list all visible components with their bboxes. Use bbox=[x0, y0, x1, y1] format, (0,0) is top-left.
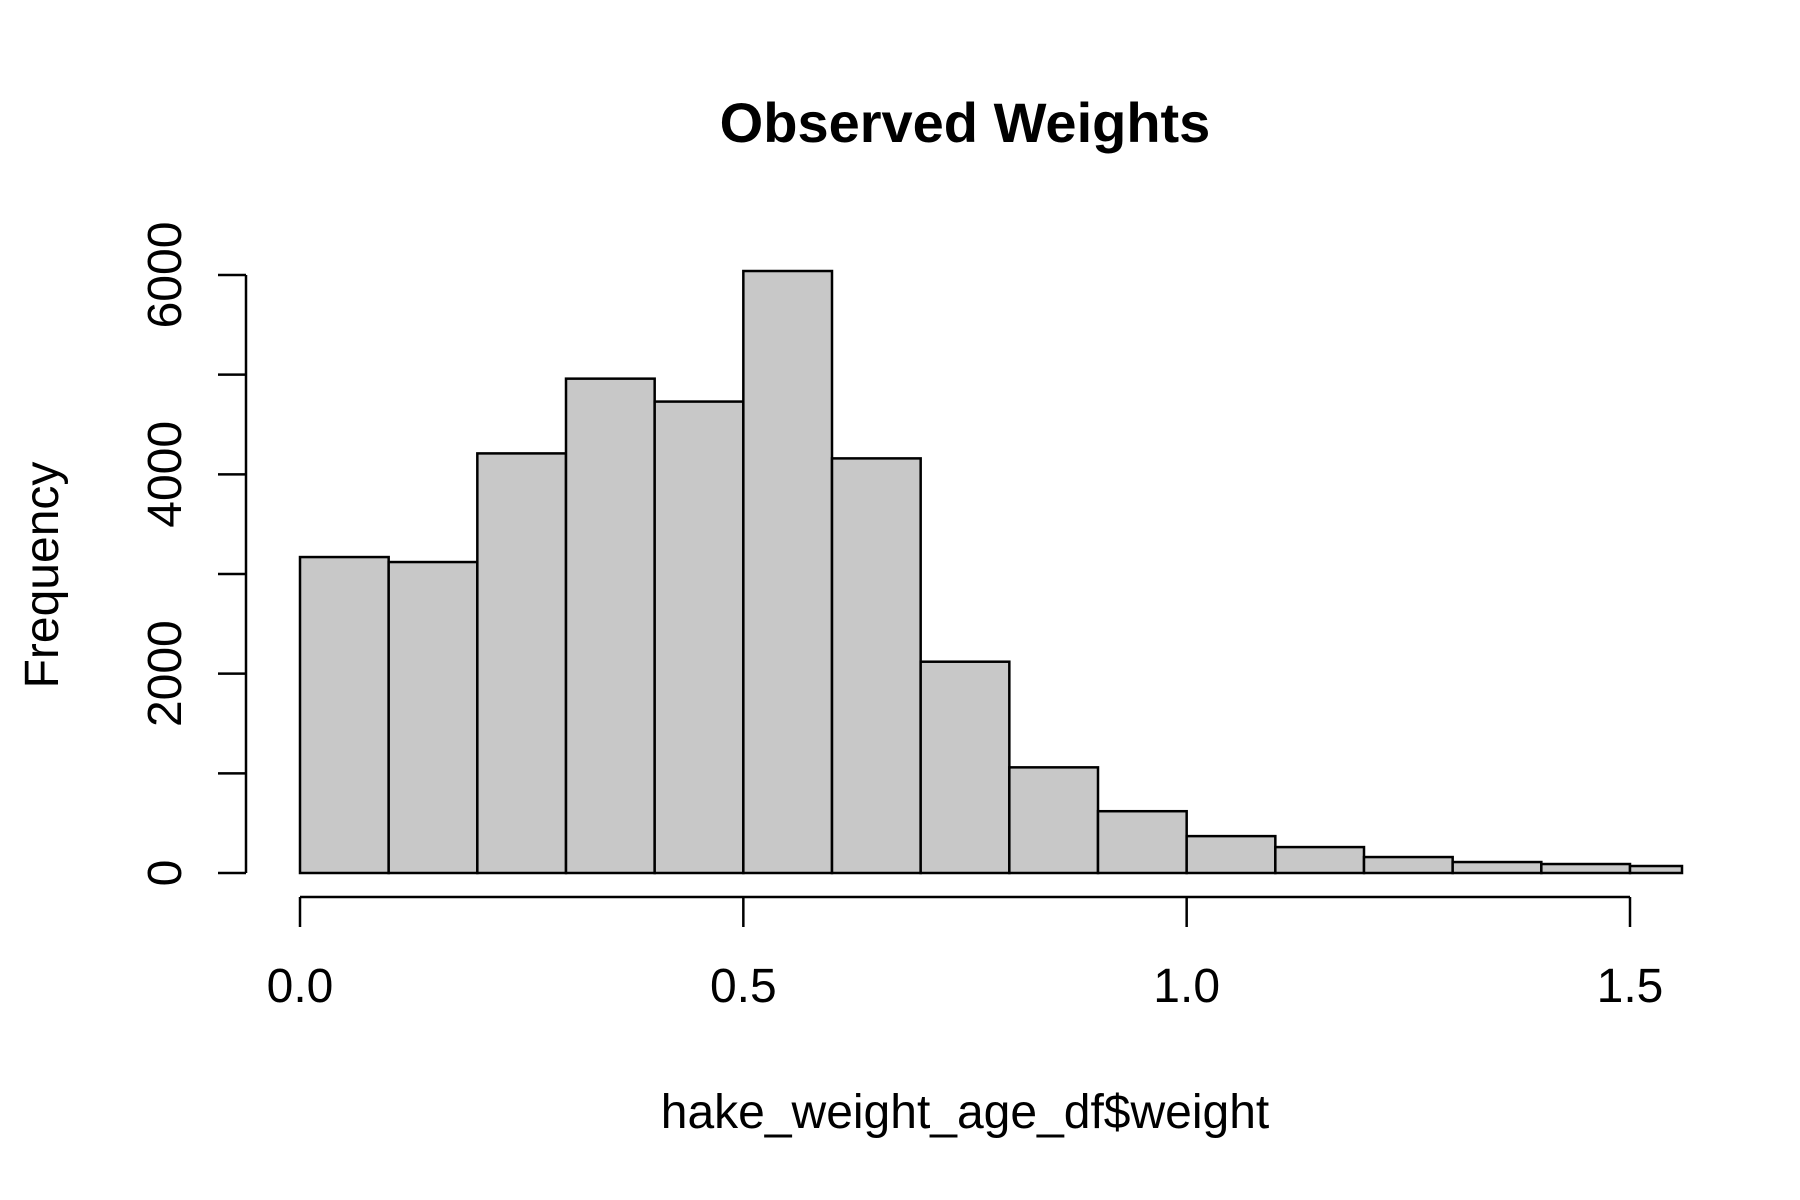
y-tick-label: 4000 bbox=[139, 421, 192, 528]
x-tick-label: 0.5 bbox=[710, 960, 777, 1013]
x-tick-label: 1.0 bbox=[1153, 960, 1220, 1013]
y-axis-label: Frequency bbox=[16, 462, 69, 689]
histogram-bar bbox=[1096, 809, 1188, 875]
histogram-bar bbox=[1274, 845, 1366, 875]
x-tick-label: 1.5 bbox=[1597, 960, 1664, 1013]
histogram-bar bbox=[387, 560, 479, 875]
histogram-bar bbox=[653, 400, 745, 875]
chart-title: Observed Weights bbox=[720, 91, 1211, 154]
histogram-bar bbox=[1008, 766, 1100, 875]
y-axis: 0 2000 4000 6000 bbox=[139, 222, 248, 887]
histogram-bar bbox=[298, 555, 390, 875]
y-tick-label: 6000 bbox=[139, 222, 192, 329]
histogram-bar bbox=[564, 377, 656, 875]
histogram-bar bbox=[1185, 834, 1277, 875]
x-tick-label: 0.0 bbox=[267, 960, 334, 1013]
histogram-bar bbox=[1540, 862, 1632, 875]
x-axis-label: hake_weight_age_df$weight bbox=[661, 1086, 1269, 1139]
histogram-bar bbox=[1362, 855, 1454, 875]
bars-group bbox=[298, 269, 1684, 875]
histogram-bar bbox=[1451, 860, 1543, 875]
histogram-bar bbox=[1628, 864, 1684, 875]
histogram-bar bbox=[742, 269, 834, 875]
histogram-bar bbox=[919, 660, 1011, 875]
histogram-bar bbox=[830, 457, 922, 875]
histogram-bar bbox=[476, 452, 568, 875]
y-tick-label: 0 bbox=[139, 860, 192, 887]
y-tick-label: 2000 bbox=[139, 620, 192, 727]
x-axis: 0.0 0.5 1.0 1.5 bbox=[267, 895, 1664, 1013]
